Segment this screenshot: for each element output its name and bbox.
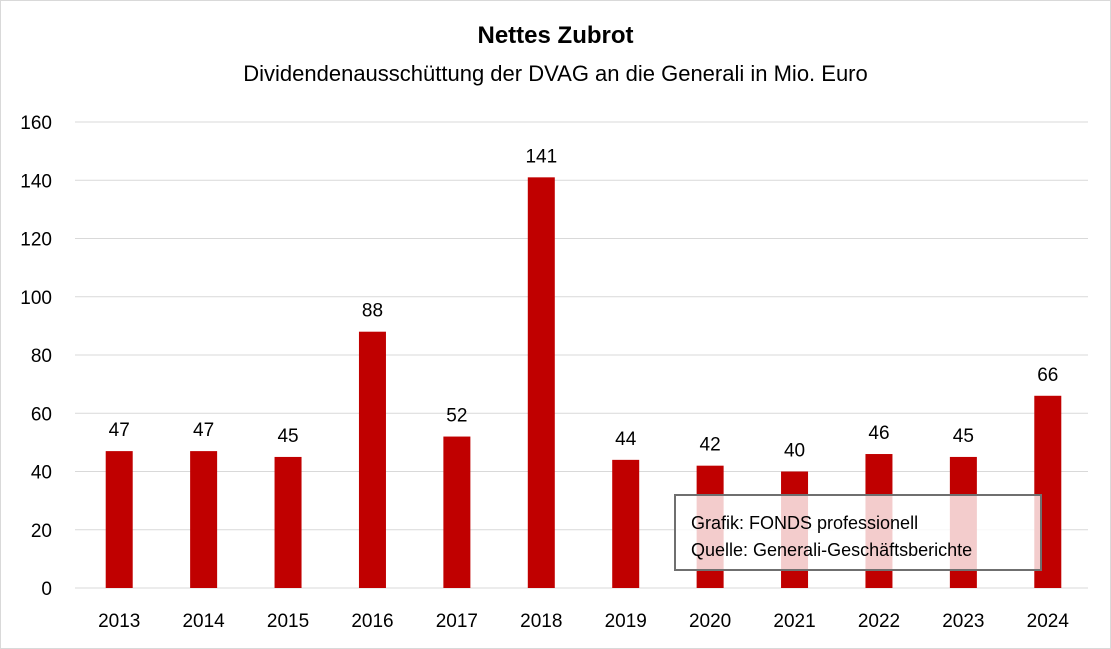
bar-2017 xyxy=(443,436,471,588)
data-label-2014: 47 xyxy=(193,420,214,441)
y-tick-label: 100 xyxy=(20,288,52,309)
data-label-2019: 44 xyxy=(615,429,637,450)
annotation-line-graphic: Grafik: FONDS professionell xyxy=(691,513,919,533)
x-tick-label: 2021 xyxy=(773,611,815,632)
data-label-2021: 40 xyxy=(784,441,805,462)
chart-title: Nettes Zubrot xyxy=(477,22,634,49)
y-tick-label: 40 xyxy=(31,463,52,484)
data-label-2018: 141 xyxy=(525,146,557,167)
x-tick-label: 2015 xyxy=(267,611,309,632)
x-tick-label: 2024 xyxy=(1027,611,1070,632)
chart-subtitle: Dividendenausschüttung der DVAG an die G… xyxy=(243,61,868,86)
bar-2018 xyxy=(527,177,555,588)
y-tick-label: 60 xyxy=(31,404,52,425)
bar-2014 xyxy=(190,451,218,588)
x-tick-label: 2018 xyxy=(520,611,562,632)
x-tick-label: 2023 xyxy=(942,611,984,632)
source-annotation: Grafik: FONDS professionell Quelle: Gene… xyxy=(674,494,1042,571)
x-tick-label: 2016 xyxy=(351,611,393,632)
bar-2015 xyxy=(274,456,302,588)
y-tick-label: 0 xyxy=(41,579,52,600)
x-tick-label: 2020 xyxy=(689,611,731,632)
x-tick-label: 2019 xyxy=(605,611,647,632)
bar-2013 xyxy=(105,451,133,588)
x-tick-label: 2014 xyxy=(182,611,225,632)
y-tick-label: 20 xyxy=(31,521,52,542)
data-label-2020: 42 xyxy=(700,435,721,456)
y-tick-label: 80 xyxy=(31,346,52,367)
annotation-line-source: Quelle: Generali-Geschäftsberichte xyxy=(691,540,973,560)
y-tick-label: 140 xyxy=(20,171,52,192)
data-label-2016: 88 xyxy=(362,301,383,322)
x-tick-label: 2022 xyxy=(858,611,900,632)
data-label-2013: 47 xyxy=(109,420,130,441)
data-label-2024: 66 xyxy=(1037,365,1058,386)
bar-2016 xyxy=(358,331,386,588)
bar-2019 xyxy=(612,459,640,588)
data-label-2023: 45 xyxy=(953,426,974,447)
data-label-2015: 45 xyxy=(277,426,298,447)
data-label-2017: 52 xyxy=(446,406,467,427)
y-tick-label: 120 xyxy=(20,230,52,251)
y-tick-label: 160 xyxy=(20,113,52,134)
x-tick-label: 2017 xyxy=(436,611,478,632)
data-label-2022: 46 xyxy=(868,423,889,444)
x-tick-label: 2013 xyxy=(98,611,140,632)
